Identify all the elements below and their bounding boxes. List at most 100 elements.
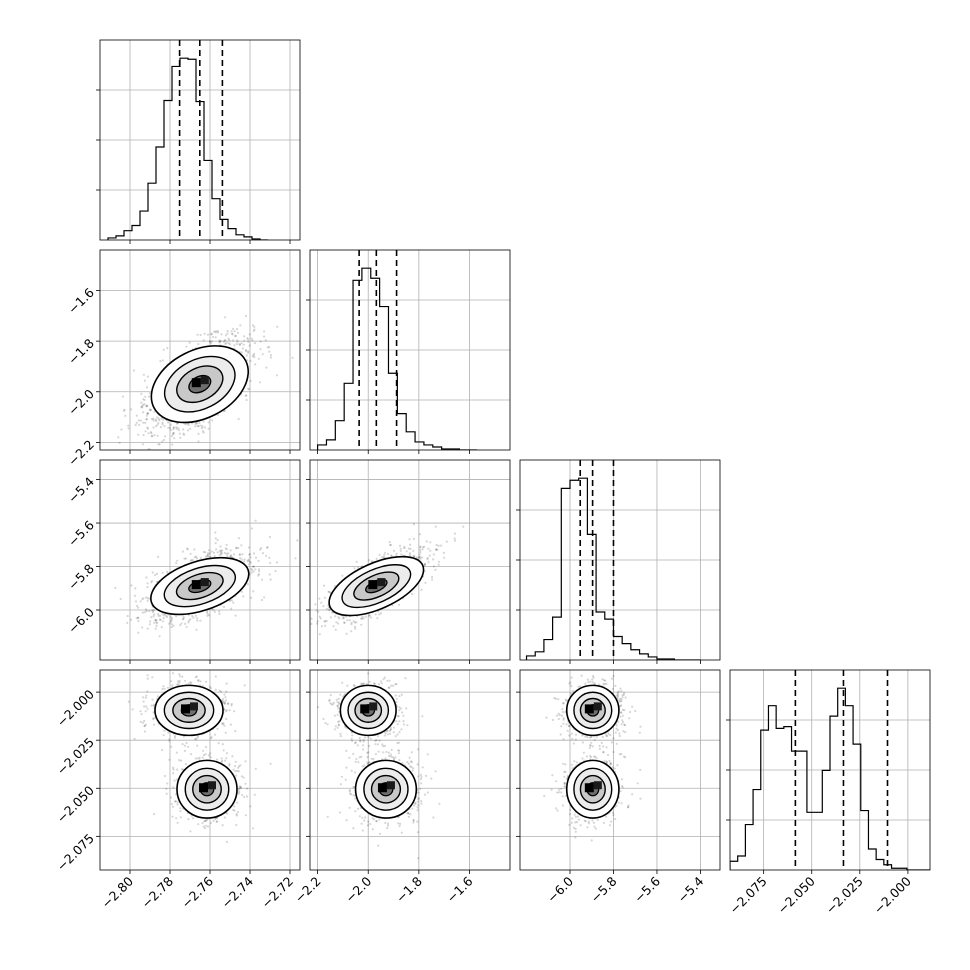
scatter-point bbox=[355, 560, 358, 564]
scatter-point bbox=[386, 553, 390, 556]
scatter-point bbox=[217, 413, 220, 416]
scatter-point bbox=[149, 620, 152, 623]
scatter-point bbox=[350, 621, 353, 624]
scatter-point bbox=[161, 421, 164, 424]
scatter-point bbox=[206, 333, 210, 336]
scatter-point bbox=[157, 422, 160, 425]
scatter-point bbox=[420, 588, 423, 591]
density bbox=[114, 519, 299, 638]
panel-frame bbox=[99, 459, 301, 661]
scatter-point bbox=[315, 609, 318, 612]
scatter-point bbox=[353, 621, 357, 624]
scatter-point bbox=[427, 547, 430, 550]
y-tick-label: −5.4 bbox=[65, 474, 97, 506]
scatter-point bbox=[207, 614, 211, 617]
scatter-point bbox=[352, 620, 355, 623]
scatter-point bbox=[146, 582, 149, 585]
scatter-point bbox=[155, 425, 158, 428]
scatter-point bbox=[215, 758, 219, 761]
scatter-point bbox=[210, 332, 213, 335]
scatter-point bbox=[232, 339, 235, 342]
scatter-point bbox=[222, 340, 225, 343]
scatter-point bbox=[432, 558, 435, 561]
scatter-point bbox=[204, 753, 207, 756]
scatter-point bbox=[291, 356, 294, 359]
scatter-point bbox=[399, 549, 402, 553]
scatter-point bbox=[191, 559, 194, 562]
scatter-point bbox=[159, 618, 162, 622]
scatter-point bbox=[236, 327, 239, 331]
scatter-point bbox=[260, 578, 264, 581]
scatter-point bbox=[156, 572, 159, 576]
scatter-point bbox=[179, 624, 182, 627]
scatter-point bbox=[215, 820, 218, 823]
scatter-point bbox=[251, 568, 254, 572]
scatter-point bbox=[164, 435, 167, 438]
scatter-point bbox=[225, 552, 228, 555]
scatter-point bbox=[145, 418, 148, 421]
scatter-point bbox=[135, 617, 138, 620]
scatter-point bbox=[191, 615, 194, 618]
peak-cell bbox=[191, 580, 201, 590]
scatter-point bbox=[182, 428, 185, 431]
scatter-point bbox=[354, 627, 357, 630]
scatter-point bbox=[435, 543, 438, 547]
panel-frame bbox=[729, 669, 931, 871]
panel-frame bbox=[309, 459, 511, 661]
scatter-point bbox=[328, 590, 331, 593]
scatter-point bbox=[149, 408, 152, 412]
scatter-point bbox=[268, 350, 271, 353]
scatter-point bbox=[202, 431, 205, 434]
scatter-point bbox=[202, 550, 205, 554]
scatter-point bbox=[157, 614, 160, 618]
scatter-point bbox=[399, 547, 402, 550]
scatter-point bbox=[143, 719, 146, 723]
scatter-point bbox=[170, 618, 173, 621]
scatter-point bbox=[220, 549, 223, 552]
scatter-point bbox=[161, 440, 164, 443]
peak-cell bbox=[368, 580, 378, 590]
scatter-point bbox=[252, 329, 255, 332]
scatter-point bbox=[148, 623, 151, 626]
scatter-point bbox=[341, 617, 344, 620]
scatter-point bbox=[268, 556, 271, 560]
scatter-point bbox=[139, 419, 142, 422]
scatter-point bbox=[164, 614, 168, 617]
scatter-point bbox=[257, 559, 260, 563]
scatter-point bbox=[161, 423, 164, 426]
scatter-point bbox=[145, 405, 148, 408]
scatter-point bbox=[143, 403, 146, 406]
scatter-point bbox=[194, 425, 197, 428]
scatter-point bbox=[437, 563, 440, 566]
scatter-point bbox=[181, 743, 184, 746]
scatter-point bbox=[239, 324, 242, 327]
scatter-point bbox=[171, 684, 174, 687]
scatter-point bbox=[415, 556, 418, 559]
scatter-point bbox=[163, 729, 166, 732]
scatter-point bbox=[214, 537, 217, 540]
scatter-point bbox=[193, 556, 197, 559]
scatter-point bbox=[259, 548, 262, 551]
scatter-point bbox=[135, 414, 138, 417]
scatter-point bbox=[234, 334, 237, 337]
scatter-point bbox=[203, 332, 206, 335]
scatter-point bbox=[238, 765, 241, 768]
scatter-point bbox=[172, 432, 175, 435]
scatter-point bbox=[419, 548, 422, 552]
scatter-point bbox=[367, 559, 370, 562]
scatter-point bbox=[252, 354, 255, 357]
scatter-point bbox=[362, 617, 365, 620]
scatter-point bbox=[140, 392, 143, 395]
scatter-point bbox=[253, 342, 257, 345]
scatter-point bbox=[189, 830, 192, 833]
scatter-point bbox=[371, 560, 374, 563]
scatter-point bbox=[218, 689, 221, 692]
scatter-point bbox=[228, 339, 231, 342]
grid bbox=[100, 250, 300, 450]
scatter-point bbox=[187, 423, 190, 426]
scatter-point bbox=[361, 615, 364, 618]
scatter-point bbox=[158, 419, 161, 422]
scatter-point bbox=[222, 700, 225, 703]
scatter-point bbox=[243, 339, 246, 342]
scatter-point bbox=[161, 359, 164, 362]
